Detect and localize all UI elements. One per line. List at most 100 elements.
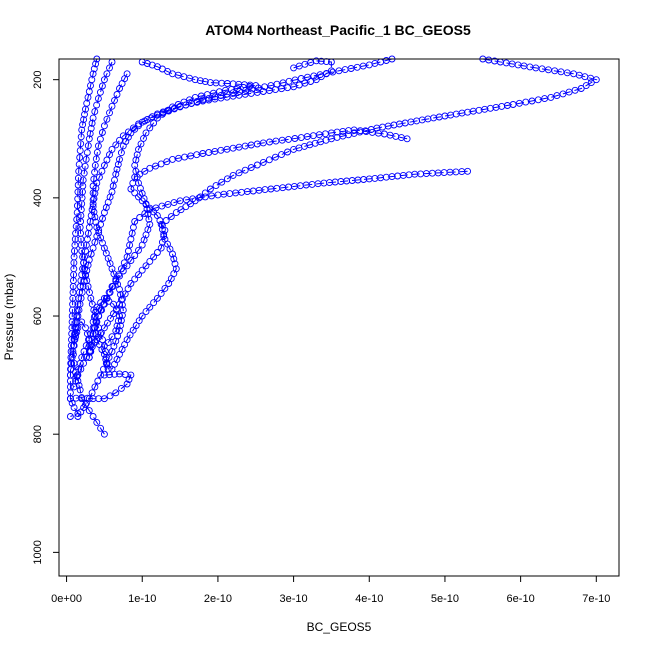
data-point <box>119 306 127 314</box>
data-point <box>135 317 143 325</box>
data-point <box>278 151 285 159</box>
data-point <box>78 395 86 403</box>
data-point <box>87 124 95 132</box>
data-point <box>265 156 273 164</box>
data-point <box>157 160 165 168</box>
profile-line <box>72 320 105 435</box>
data-point <box>170 199 178 207</box>
data-point <box>152 162 159 170</box>
data-point <box>290 145 298 153</box>
data-point <box>146 164 154 172</box>
x-tick-label: 6e-10 <box>507 593 535 605</box>
data-point <box>267 82 275 90</box>
y-axis-label: Pressure (mbar) <box>2 274 16 361</box>
data-point <box>157 220 165 228</box>
data-point <box>106 151 113 159</box>
data-point <box>126 331 134 339</box>
data-point <box>157 244 165 252</box>
data-point <box>96 88 104 96</box>
data-point <box>186 96 193 104</box>
data-point <box>317 57 325 65</box>
y-axis: 200 400 600 800 1000 <box>32 71 60 565</box>
data-point <box>577 85 585 92</box>
data-point <box>112 327 120 335</box>
data-point <box>164 200 172 208</box>
data-point <box>229 171 237 179</box>
data-point <box>74 410 82 417</box>
data-point <box>284 148 291 156</box>
data-point <box>100 76 108 84</box>
data-point <box>158 110 166 118</box>
x-tick-label: 1e-10 <box>128 593 156 605</box>
data-point <box>254 84 262 92</box>
data-point <box>127 185 135 193</box>
data-point <box>106 392 114 400</box>
data-point <box>146 303 154 311</box>
data-point <box>235 169 243 177</box>
data-point <box>182 203 190 211</box>
data-point <box>66 413 74 420</box>
data-point <box>153 114 161 122</box>
data-point <box>528 97 536 105</box>
data-point <box>103 70 111 78</box>
data-point <box>106 109 113 117</box>
data-point <box>94 377 102 385</box>
data-point <box>100 350 108 358</box>
data-point <box>98 167 106 175</box>
data-point <box>81 110 88 118</box>
data-point <box>73 216 81 223</box>
data-point <box>70 383 78 391</box>
data-point <box>167 213 175 221</box>
data-point <box>97 424 105 432</box>
data-point <box>534 96 542 104</box>
profile-line <box>77 73 128 417</box>
data-point <box>94 142 102 150</box>
data-point <box>103 115 111 123</box>
data-point <box>76 154 84 161</box>
data-point <box>153 294 161 302</box>
data-point <box>119 142 127 150</box>
data-point <box>146 204 154 212</box>
data-point <box>86 130 94 138</box>
data-point <box>79 121 87 129</box>
data-point <box>191 93 199 101</box>
data-point <box>100 294 108 302</box>
data-point <box>135 246 142 254</box>
data-point <box>174 101 182 108</box>
data-point <box>547 93 555 101</box>
data-point <box>100 209 108 217</box>
data-point <box>72 222 80 230</box>
data-point <box>92 60 100 68</box>
data-point <box>146 124 154 132</box>
data-point <box>80 116 88 124</box>
data-point <box>259 158 267 166</box>
data-point <box>135 122 142 130</box>
data-point <box>127 257 135 265</box>
data-point <box>135 120 142 128</box>
x-tick-label: 0e+00 <box>51 593 82 605</box>
data-point <box>121 290 129 298</box>
data-point <box>74 324 82 332</box>
data-point <box>291 135 299 142</box>
data-point <box>135 145 142 153</box>
data-point <box>87 250 95 258</box>
data-point <box>142 262 150 270</box>
data-point <box>98 129 106 136</box>
data-point <box>83 330 91 338</box>
data-point <box>131 275 139 283</box>
data-point <box>171 260 179 268</box>
data-point <box>73 373 81 381</box>
data-point <box>89 114 97 122</box>
data-point <box>322 70 330 78</box>
data-point <box>515 99 523 107</box>
y-tick-label: 200 <box>32 71 44 89</box>
data-point <box>88 119 96 127</box>
data-point <box>247 164 255 172</box>
data-point <box>102 355 110 363</box>
x-tick-label: 7e-10 <box>582 593 610 605</box>
data-point <box>541 95 549 103</box>
data-point <box>100 161 108 169</box>
data-point <box>153 249 161 256</box>
